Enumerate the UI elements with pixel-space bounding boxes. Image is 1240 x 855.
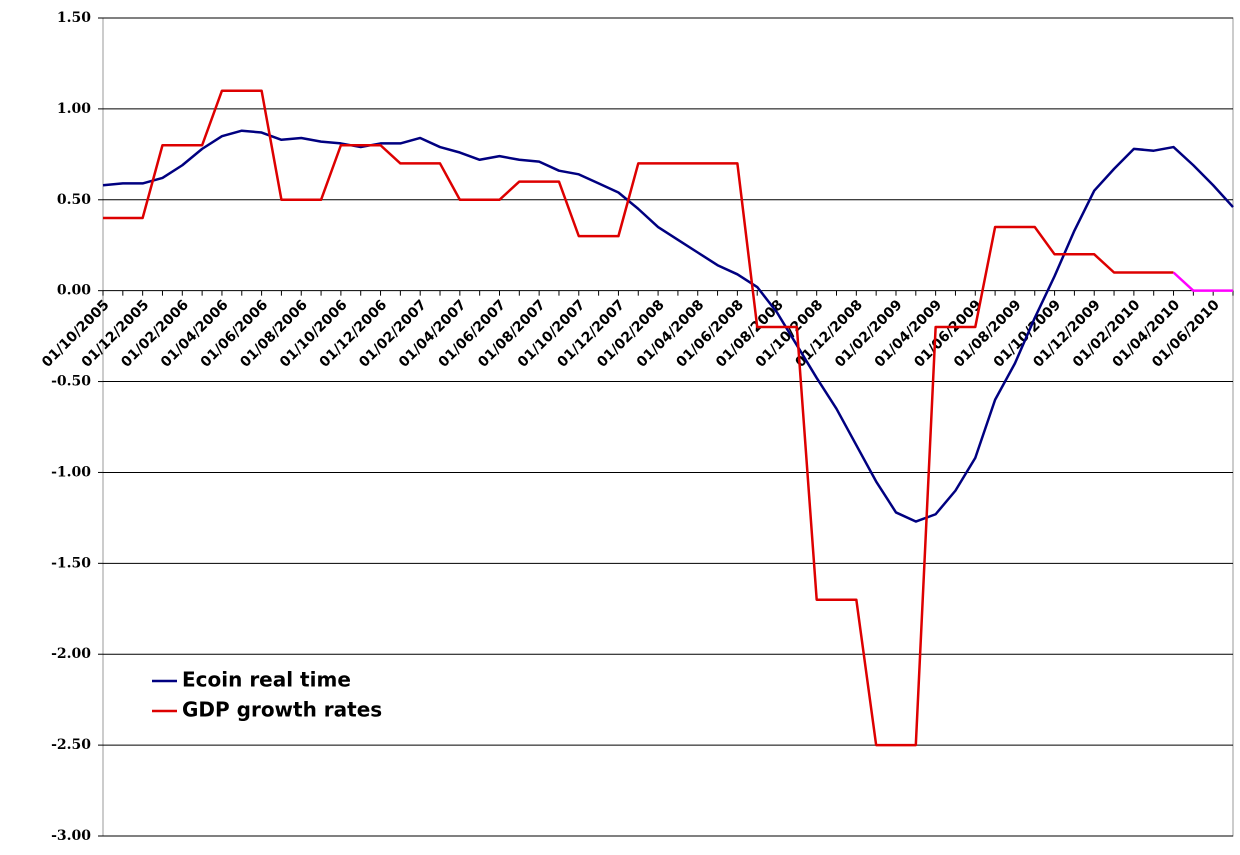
series-line <box>102 129 1234 523</box>
series-line <box>1172 271 1233 292</box>
y-tick-label: 1.50 <box>57 10 91 26</box>
y-tick-label: -1.50 <box>51 555 91 571</box>
y-tick-label: 0.00 <box>57 283 91 299</box>
series-line <box>103 89 1174 747</box>
y-tick-label: -2.00 <box>51 646 91 662</box>
y-tick-label: -2.50 <box>51 737 91 753</box>
y-tick-label: 1.00 <box>57 101 91 117</box>
y-tick-label: -0.50 <box>51 374 91 390</box>
legend-label: GDP growth rates <box>182 698 382 722</box>
y-tick-label: -3.00 <box>51 828 91 844</box>
x-tick-label: 01/10/2005 <box>39 297 113 371</box>
plot-area <box>102 17 1234 837</box>
y-tick-label: -1.00 <box>51 464 91 480</box>
legend-label: Ecoin real time <box>182 668 351 692</box>
y-tick-label: 0.50 <box>57 192 91 208</box>
